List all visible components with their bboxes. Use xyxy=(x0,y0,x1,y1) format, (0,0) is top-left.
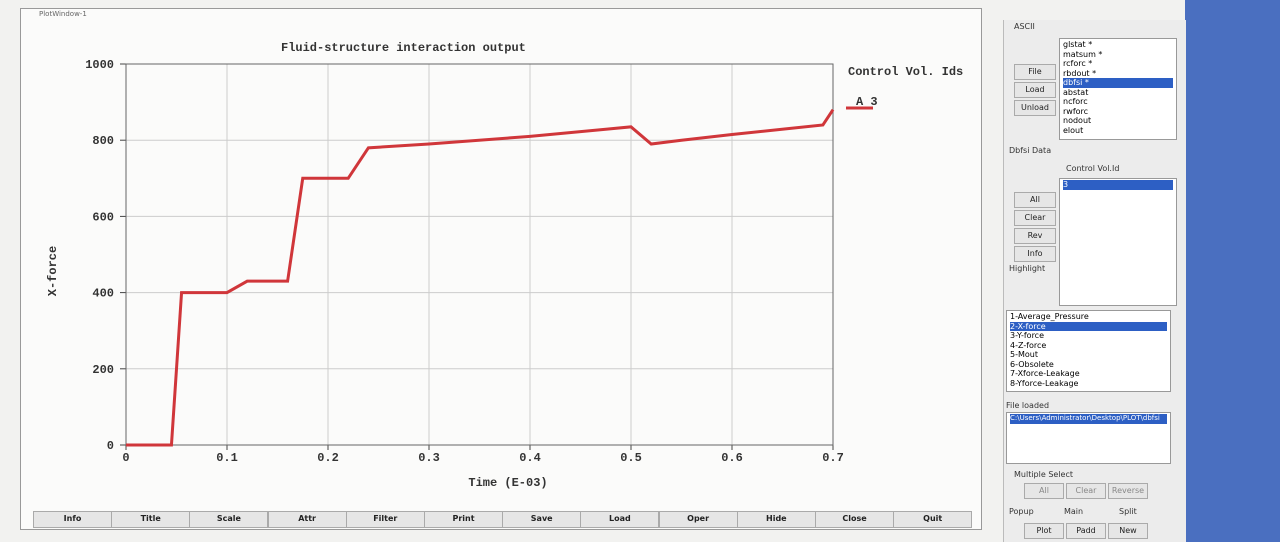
button[interactable]: Unload xyxy=(1014,100,1056,116)
chart-title: Fluid-structure interaction output xyxy=(281,41,526,55)
list-item[interactable]: abstat xyxy=(1063,87,1089,97)
y-tick-label: 0 xyxy=(107,439,114,453)
toolbar-button[interactable]: Quit xyxy=(893,511,973,528)
list-item[interactable]: 3 xyxy=(1063,180,1173,190)
button[interactable]: Clear xyxy=(1066,483,1106,499)
legend-title: Control Vol. Ids xyxy=(848,65,963,79)
window-title: PlotWindow-1 xyxy=(39,10,87,18)
radio[interactable]: Popup xyxy=(1009,507,1034,516)
component-list: 1-Average_Pressure 2-X-force 3-Y-force 4-Z-… xyxy=(1006,310,1171,392)
x-tick-label: 0.4 xyxy=(519,451,541,465)
toolbar-button[interactable]: Hide xyxy=(736,511,816,528)
plot-window: PlotWindow-1 Fluid-structure interaction… xyxy=(20,8,982,530)
list-item[interactable]: 6-Obsolete xyxy=(1010,359,1054,369)
list-item[interactable]: C:\Users\Administrator\Desktop\PLOT\dbfs… xyxy=(1010,414,1167,424)
x-tick-label: 0 xyxy=(122,451,129,465)
toolbar-button[interactable]: Scale xyxy=(189,511,269,528)
toolbar-button[interactable]: Load xyxy=(580,511,660,528)
y-tick-label: 400 xyxy=(92,287,114,301)
checkbox[interactable]: Highlight xyxy=(1009,264,1046,273)
toolbar-button[interactable]: Print xyxy=(424,511,503,528)
toolbar-button[interactable]: Info xyxy=(33,511,112,528)
list-item[interactable]: rbdout * xyxy=(1063,68,1097,78)
toolbar-button[interactable]: Oper xyxy=(658,511,738,528)
section-label: File loaded xyxy=(1006,401,1050,410)
list-item[interactable]: elout xyxy=(1063,125,1084,135)
list-item[interactable]: 5-Mout xyxy=(1010,350,1038,359)
id-list: 3 xyxy=(1059,178,1177,306)
list-item[interactable]: nodout xyxy=(1063,116,1092,125)
list-item[interactable]: 1-Average_Pressure xyxy=(1010,312,1089,321)
list-item[interactable]: 8-Yforce-Leakage xyxy=(1010,378,1079,388)
button[interactable]: All xyxy=(1024,483,1064,499)
y-tick-label: 800 xyxy=(92,134,114,148)
list-item[interactable]: 3-Y-force xyxy=(1010,331,1044,340)
y-tick-label: 200 xyxy=(92,363,114,377)
button[interactable]: Plot xyxy=(1024,523,1064,539)
x-tick-label: 0.7 xyxy=(822,451,844,465)
y-tick-label: 1000 xyxy=(85,58,114,72)
button[interactable]: Clear xyxy=(1014,210,1056,226)
file-loaded-list: C:\Users\Administrator\Desktop\PLOT\dbfs… xyxy=(1006,412,1171,464)
x-tick-label: 0.5 xyxy=(620,451,642,465)
section-label: Multiple Select xyxy=(1014,470,1073,479)
toolbar-button[interactable]: Save xyxy=(502,511,582,528)
radio[interactable]: Split xyxy=(1119,507,1137,516)
x-tick-label: 0.2 xyxy=(317,451,339,465)
toolbar-button[interactable]: Attr xyxy=(267,511,347,528)
section-label: Dbfsi Data xyxy=(1009,146,1052,155)
list-item[interactable]: ncforc xyxy=(1063,97,1088,106)
button[interactable]: Padd xyxy=(1066,523,1106,539)
list-item[interactable]: 2-X-force xyxy=(1010,321,1167,331)
series-line xyxy=(126,108,835,447)
chart: Fluid-structure interaction output Time … xyxy=(46,41,963,490)
file-list: glstat * matsum * rcforc * rbdout * dbfsi * a… xyxy=(1059,38,1177,140)
toolbar-button[interactable]: Filter xyxy=(345,511,425,528)
field-label: Control Vol.Id xyxy=(1066,164,1120,173)
toolbar: Info Title Scale Attr Filter Print Save Load Ope… xyxy=(33,511,973,528)
radio[interactable]: Main xyxy=(1064,507,1084,516)
section-label: ASCII xyxy=(1014,22,1035,31)
toolbar-button[interactable]: Title xyxy=(111,511,191,528)
x-axis-label: Time (E-03) xyxy=(468,476,547,490)
list-item[interactable]: glstat * xyxy=(1063,40,1093,49)
button[interactable]: Load xyxy=(1014,82,1056,98)
y-axis-label: X-force xyxy=(46,246,60,296)
toolbar-button[interactable]: Close xyxy=(815,511,894,528)
list-item[interactable]: dbfsi * xyxy=(1063,78,1173,88)
x-tick-label: 0.6 xyxy=(721,451,743,465)
list-item[interactable]: 7-Xforce-Leakage xyxy=(1010,369,1080,378)
list-item[interactable]: 4-Z-force xyxy=(1010,340,1047,350)
list-item[interactable]: rwforc xyxy=(1063,106,1089,116)
button[interactable]: Rev xyxy=(1014,228,1056,244)
button[interactable]: Reverse xyxy=(1108,483,1148,499)
button[interactable]: New xyxy=(1108,523,1148,539)
desktop-bg xyxy=(1185,0,1280,542)
x-tick-label: 0.1 xyxy=(216,451,238,465)
button[interactable]: Info xyxy=(1014,246,1056,262)
button[interactable]: File xyxy=(1014,64,1056,80)
x-tick-label: 0.3 xyxy=(418,451,440,465)
button[interactable]: All xyxy=(1014,192,1056,208)
side-panel: ASCII File Load Unload glstat * matsum * rcfor… xyxy=(1003,20,1186,542)
list-item[interactable]: rcforc * xyxy=(1063,59,1093,68)
y-tick-label: 600 xyxy=(92,210,114,224)
plot-frame xyxy=(125,63,834,446)
legend-label: A 3 xyxy=(856,95,878,109)
list-item[interactable]: matsum * xyxy=(1063,49,1103,59)
